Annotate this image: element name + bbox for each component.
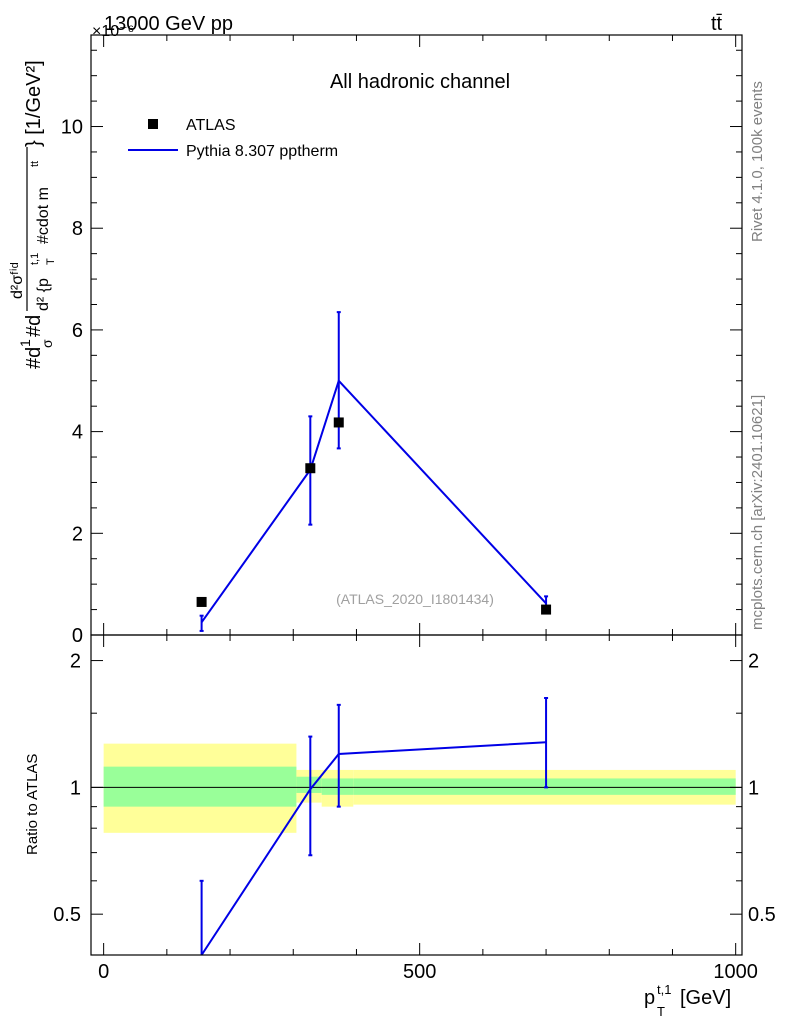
legend-atlas-label: ATLAS (186, 117, 236, 134)
atlas-point-2 (333, 417, 344, 428)
xlabel-sub: T (657, 1004, 665, 1019)
main-ylabel: #d 1 σ #d d²σᶠⁱᵈ d² {p T t,1 #cdot m tt … (9, 60, 57, 369)
chart-title: All hadronic channel (330, 71, 510, 93)
ylabel-part3: σ (39, 339, 55, 348)
axis-ticks: 0 2 4 6 8 10 0 500 1000 0.5 0.5 1 1 2 2 (53, 35, 776, 983)
legend: ATLAS Pythia 8.307 pptherm (128, 117, 338, 160)
ratio-ytick-label-1: 1 (70, 777, 81, 799)
ylabel-part6: d² {p (35, 278, 52, 311)
main-series (196, 311, 552, 632)
main-ytick-label-4: 8 (72, 218, 83, 240)
ratio-series (199, 696, 549, 956)
ratio-bands (103, 743, 736, 833)
atlas-point-3 (541, 604, 552, 615)
ratio-ytick-label-0: 0.5 (53, 904, 81, 926)
ylabel-part5: d²σᶠⁱᵈ (9, 262, 26, 299)
main-ytick-label-2: 4 (72, 422, 83, 444)
xlabel-unit: [GeV] (680, 987, 731, 1009)
ylabel-part1: #d (23, 347, 45, 369)
ylabel-unit: } [1/GeV²] (23, 60, 45, 147)
ratio-ytick-label-2: 2 (70, 651, 81, 673)
ratio-frame (90, 634, 743, 956)
ylabel-part8: t,1 (29, 253, 41, 265)
ratio-ytick-label-right-0: 0.5 (748, 904, 776, 926)
watermark: (ATLAS_2020_I1801434) (336, 591, 494, 607)
band-inner-1 (296, 776, 322, 793)
xlabel: p T t,1 [GeV] (644, 982, 731, 1019)
xtick-label-0: 0 (98, 961, 109, 983)
xtick-label-1: 500 (403, 961, 436, 983)
ratio-ytick-label-right-1: 1 (748, 777, 759, 799)
main-ytick-label-1: 2 (72, 523, 83, 545)
ratio-ylabel: Ratio to ATLAS (24, 754, 41, 855)
ratio-mc-line (200, 741, 547, 956)
xlabel-main: p (644, 987, 655, 1009)
ylabel-part2: 1 (17, 339, 33, 347)
xlabel-sup: t,1 (657, 982, 671, 997)
process-label: tt̄ (711, 13, 723, 35)
mcplots-label: mcplots.cern.ch [arXiv:2401.10621] (749, 395, 766, 630)
atlas-point-1 (305, 463, 316, 474)
main-ytick-label-0: 0 (72, 625, 83, 647)
energy-label: 13000 GeV pp (104, 13, 233, 35)
atlas-point-0 (196, 596, 207, 607)
ylabel-part9: #cdot m (35, 187, 52, 244)
ratio-ytick-label-right-2: 2 (748, 651, 759, 673)
exponent-label: ×10⁻⁶ (92, 23, 134, 40)
ylabel-part7: T (45, 258, 57, 265)
ylabel-part10: tt (29, 161, 41, 167)
ylabel-part4: #d (23, 315, 45, 337)
main-ytick-label-3: 6 (72, 320, 83, 342)
mc-line (200, 378, 547, 623)
main-ytick-label-5: 10 (61, 117, 83, 139)
band-inner-2 (321, 778, 354, 795)
legend-atlas-marker (148, 119, 158, 129)
xtick-label-2: 1000 (713, 961, 758, 983)
legend-mc-label: Pythia 8.307 pptherm (186, 143, 338, 160)
rivet-label: Rivet 4.1.0, 100k events (749, 81, 766, 242)
band-inner-0 (103, 766, 297, 807)
